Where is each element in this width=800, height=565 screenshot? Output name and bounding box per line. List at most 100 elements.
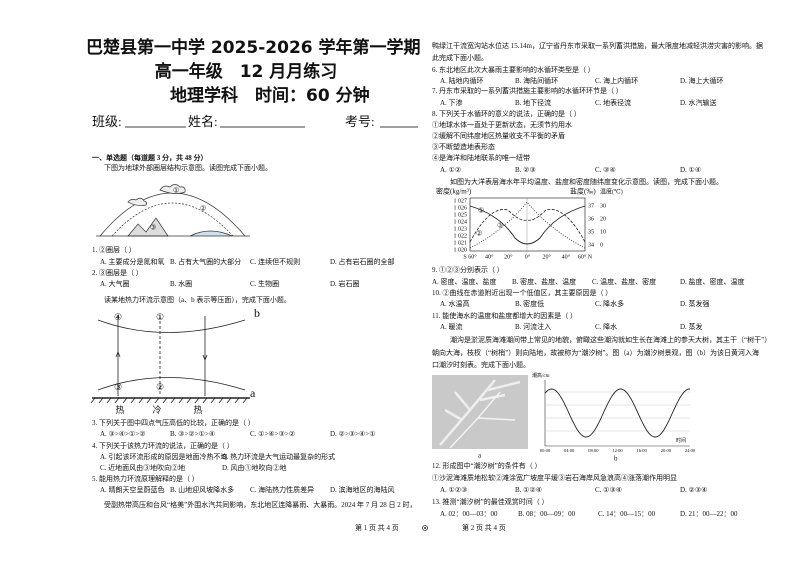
- tick-label: 00:00: [540, 448, 551, 453]
- statement: ④是海洋和陆地联系的唯一纽带: [432, 154, 530, 162]
- option: A. 陆地内循环: [440, 77, 484, 85]
- name-label: 姓名:: [188, 114, 218, 129]
- option: C. 海陆热力性质差异: [250, 486, 315, 494]
- option: D. 水汽输送: [680, 99, 717, 107]
- figure-label: ②: [156, 382, 164, 392]
- binding-mark: [424, 527, 426, 529]
- option: B. 热力环流是大气运动最复杂的形式: [222, 453, 336, 461]
- option: B. 地下径流: [515, 99, 552, 107]
- curve-label: ③: [497, 222, 503, 230]
- ocean-figure: [469, 197, 586, 252]
- tick-label: 04:00: [564, 448, 575, 453]
- option: A. ①②: [440, 166, 462, 174]
- tick-label: 10: [600, 229, 606, 235]
- axis-title: 时间: [676, 437, 686, 444]
- tick-label: 60° N: [578, 253, 593, 260]
- passage-line: 此完成下面小题。: [432, 54, 488, 62]
- option: C. 海上内循环: [595, 77, 639, 85]
- option: A. 密度、温度、盐度: [432, 278, 497, 286]
- figure-label: ③: [150, 224, 156, 232]
- option: A. ③>④>①>②: [100, 430, 146, 438]
- passage-line: 如图为大洋表层海水年平均温度、盐度和密度随纬度变化示意图。读图，完成下面小题。: [450, 178, 723, 186]
- option: B. 河流注入: [515, 323, 552, 331]
- option: D. 21：00—22：00: [680, 510, 738, 518]
- tide-figure: [432, 375, 690, 449]
- tick-label: 20°: [542, 253, 551, 260]
- option: A. 02：00—03：00: [440, 510, 498, 518]
- tick-label: 1 024: [454, 219, 468, 225]
- question-stem: 7. 丹东市采取的一系列蓄洪措施主要影响的水循环环节是（ ）: [432, 87, 623, 95]
- option: B. ②③: [515, 166, 536, 174]
- option: D. 蒸发强: [680, 300, 710, 308]
- option: B. 山地迎风坡降水多: [170, 486, 235, 494]
- tick-label: 08:00: [588, 448, 599, 453]
- tick-label: 16:00: [637, 448, 648, 453]
- figure-label: 热: [115, 404, 124, 415]
- tick-label: 20°: [504, 253, 513, 260]
- option: C. 近地面风由③地吹向②地: [100, 464, 186, 472]
- passage-line: 朝向大海，枝杈（“树梢”）则向陆地，故被称为“潮汐树”。图（a）为潮汐树景观，图…: [432, 349, 760, 357]
- page-number: 第 2 页 共 4 页: [462, 524, 506, 532]
- option: A. 暖流: [440, 323, 463, 331]
- tick-label: S 60°: [463, 253, 477, 260]
- passage-line: 受副热带高压和台风“格美”外围水汽共同影响，东北地区连降暴雨、大暴雨。2024 …: [104, 501, 417, 509]
- option: C. ①③④: [595, 486, 622, 494]
- tick-label: 12:00: [612, 448, 623, 453]
- figure-label: ③: [114, 382, 122, 392]
- option: B. 海陆间循环: [515, 77, 559, 85]
- option: A. 引起该环流形成的原因是地面冷热不均: [100, 453, 228, 461]
- passage-line: 潮沟是淤泥质海滩潮间带上常见的地貌，俯瞰这些潮沟就如生长在海滩上的参天大树，其主…: [450, 336, 772, 344]
- passage-line: 口潮汐时刻表。完成下面小题。: [432, 361, 530, 369]
- question-stem: 1. ②圈层（ ）: [92, 246, 136, 254]
- option: D. ②>③>④>①: [330, 430, 376, 438]
- layers-figure: ① ② ③: [96, 184, 250, 237]
- id-label: 考号:: [345, 114, 375, 129]
- tick-label: 1 026: [454, 205, 468, 211]
- option: B. 密度、盐度、温度: [512, 278, 577, 286]
- option: C. 连续但不规则: [250, 258, 301, 266]
- option: D. ②③④: [680, 486, 708, 494]
- tick-label: 34: [588, 242, 594, 248]
- figure-label: 热: [193, 404, 202, 415]
- tick-label: 1 023: [454, 226, 468, 232]
- tick-label: 1 021: [454, 240, 468, 246]
- option: A. 下渗: [440, 99, 463, 107]
- question-stem: 9. ①②③分别表示（ ）: [432, 266, 504, 274]
- figure-label: b: [254, 306, 260, 320]
- option: A. 水温高: [440, 300, 470, 308]
- option: D. ①④: [680, 166, 702, 174]
- option: D. 盐度、密度、温度: [680, 278, 745, 286]
- option: A. 大气圈: [100, 280, 130, 288]
- tick-label: 36: [588, 216, 594, 222]
- tick-label: 20: [600, 216, 606, 222]
- question-stem: 3. 下列关于图中四点气压高低的比较，正确的是（ ）: [92, 419, 255, 427]
- passage-line: 鸭绿江干流宽沟站水位达 15.14m，辽宁省丹东市采取一系列蓄洪措施，最大限度地…: [432, 42, 763, 50]
- figure-label: a: [478, 452, 482, 460]
- option: D. 岩石圈: [330, 280, 360, 288]
- figure-label: ①: [156, 312, 164, 322]
- question-stem: 5. 能用热力环流原理解释的是（ ）: [92, 475, 199, 483]
- passage-line: 读某地热力环流示意图（a、b 表示等压面），完成下面小题。: [104, 296, 291, 304]
- figure-label: a: [250, 386, 256, 400]
- option: C. 降水: [595, 323, 618, 331]
- tick-label: 40°: [485, 253, 494, 260]
- option: C. 生物圈: [250, 280, 280, 288]
- tick-label: 0: [600, 242, 603, 248]
- figure-label: b: [614, 455, 618, 463]
- figure-label: 冷: [152, 404, 161, 415]
- option: C. 14：00—15：00: [598, 510, 656, 518]
- exam-subject: 地理学科: [170, 86, 238, 106]
- statement: ①地球水体一直处于更新状态，无须节约用水: [432, 121, 572, 129]
- option: B. 水圈: [170, 280, 193, 288]
- option: A. 主要成分是氮和氧: [100, 258, 165, 266]
- question-stem: 2. ③圈层是（ ）: [92, 269, 143, 277]
- figure-label: ②: [200, 205, 206, 213]
- exam-grade: 高一年级 12 月月练习: [154, 62, 338, 82]
- option: B. 占有大气圈的大部分: [170, 258, 242, 266]
- tick-label: 1 027: [454, 198, 468, 204]
- figure-label: ①: [173, 187, 179, 195]
- page-number: 第 1 页 共 4 页: [355, 524, 399, 532]
- section-title: 一、单选题（每道题 3 分，共 48 分）: [92, 154, 208, 162]
- exam-time: 时间：60 分钟: [255, 86, 370, 106]
